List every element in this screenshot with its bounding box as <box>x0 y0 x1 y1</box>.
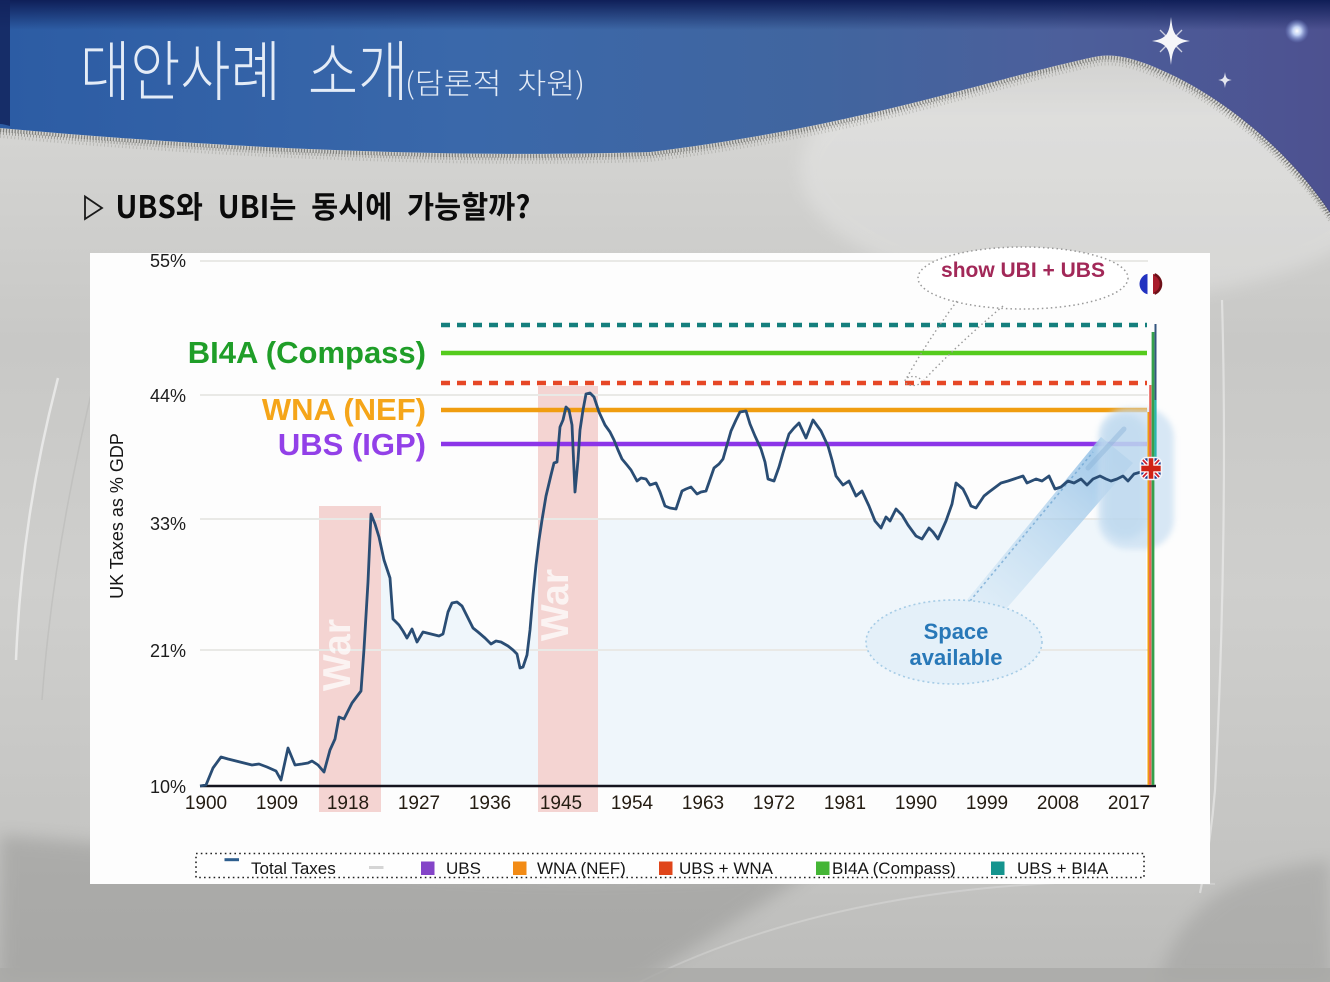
svg-text:55%: 55% <box>150 251 186 271</box>
svg-text:1927: 1927 <box>398 793 440 814</box>
svg-text:1918: 1918 <box>327 793 369 814</box>
svg-text:10%: 10% <box>150 777 186 797</box>
svg-text:1954: 1954 <box>611 793 654 814</box>
svg-text:War: War <box>316 619 359 691</box>
svg-text:BI4A (Compass): BI4A (Compass) <box>188 335 426 370</box>
svg-text:1999: 1999 <box>966 793 1008 814</box>
svg-text:1900: 1900 <box>185 793 227 814</box>
svg-text:1981: 1981 <box>824 793 866 814</box>
svg-text:21%: 21% <box>150 641 186 661</box>
svg-text:UBS + BI4A: UBS + BI4A <box>1017 859 1109 878</box>
svg-text:show UBI + UBS: show UBI + UBS <box>941 259 1105 282</box>
svg-text:2008: 2008 <box>1037 793 1079 814</box>
svg-text:available: available <box>910 645 1003 670</box>
svg-text:UK Taxes as % GDP: UK Taxes as % GDP <box>107 433 127 599</box>
svg-text:44%: 44% <box>150 386 186 406</box>
svg-text:BI4A (Compass): BI4A (Compass) <box>832 859 956 878</box>
svg-text:Space: Space <box>924 619 989 644</box>
svg-text:Total Taxes: Total Taxes <box>251 859 336 878</box>
svg-text:WNA (NEF): WNA (NEF) <box>262 392 426 427</box>
svg-text:UBS + WNA: UBS + WNA <box>679 859 774 878</box>
svg-text:WNA (NEF): WNA (NEF) <box>537 859 626 878</box>
svg-text:1945: 1945 <box>540 793 582 814</box>
svg-text:33%: 33% <box>150 514 186 534</box>
svg-text:1972: 1972 <box>753 793 795 814</box>
svg-text:1990: 1990 <box>895 793 937 814</box>
svg-text:1936: 1936 <box>469 793 511 814</box>
svg-text:War: War <box>534 569 577 641</box>
svg-text:1963: 1963 <box>682 793 724 814</box>
svg-text:1909: 1909 <box>256 793 298 814</box>
svg-text:UBS (IGP): UBS (IGP) <box>278 427 426 462</box>
svg-text:UBS: UBS <box>446 859 481 878</box>
svg-text:2017: 2017 <box>1108 793 1150 814</box>
